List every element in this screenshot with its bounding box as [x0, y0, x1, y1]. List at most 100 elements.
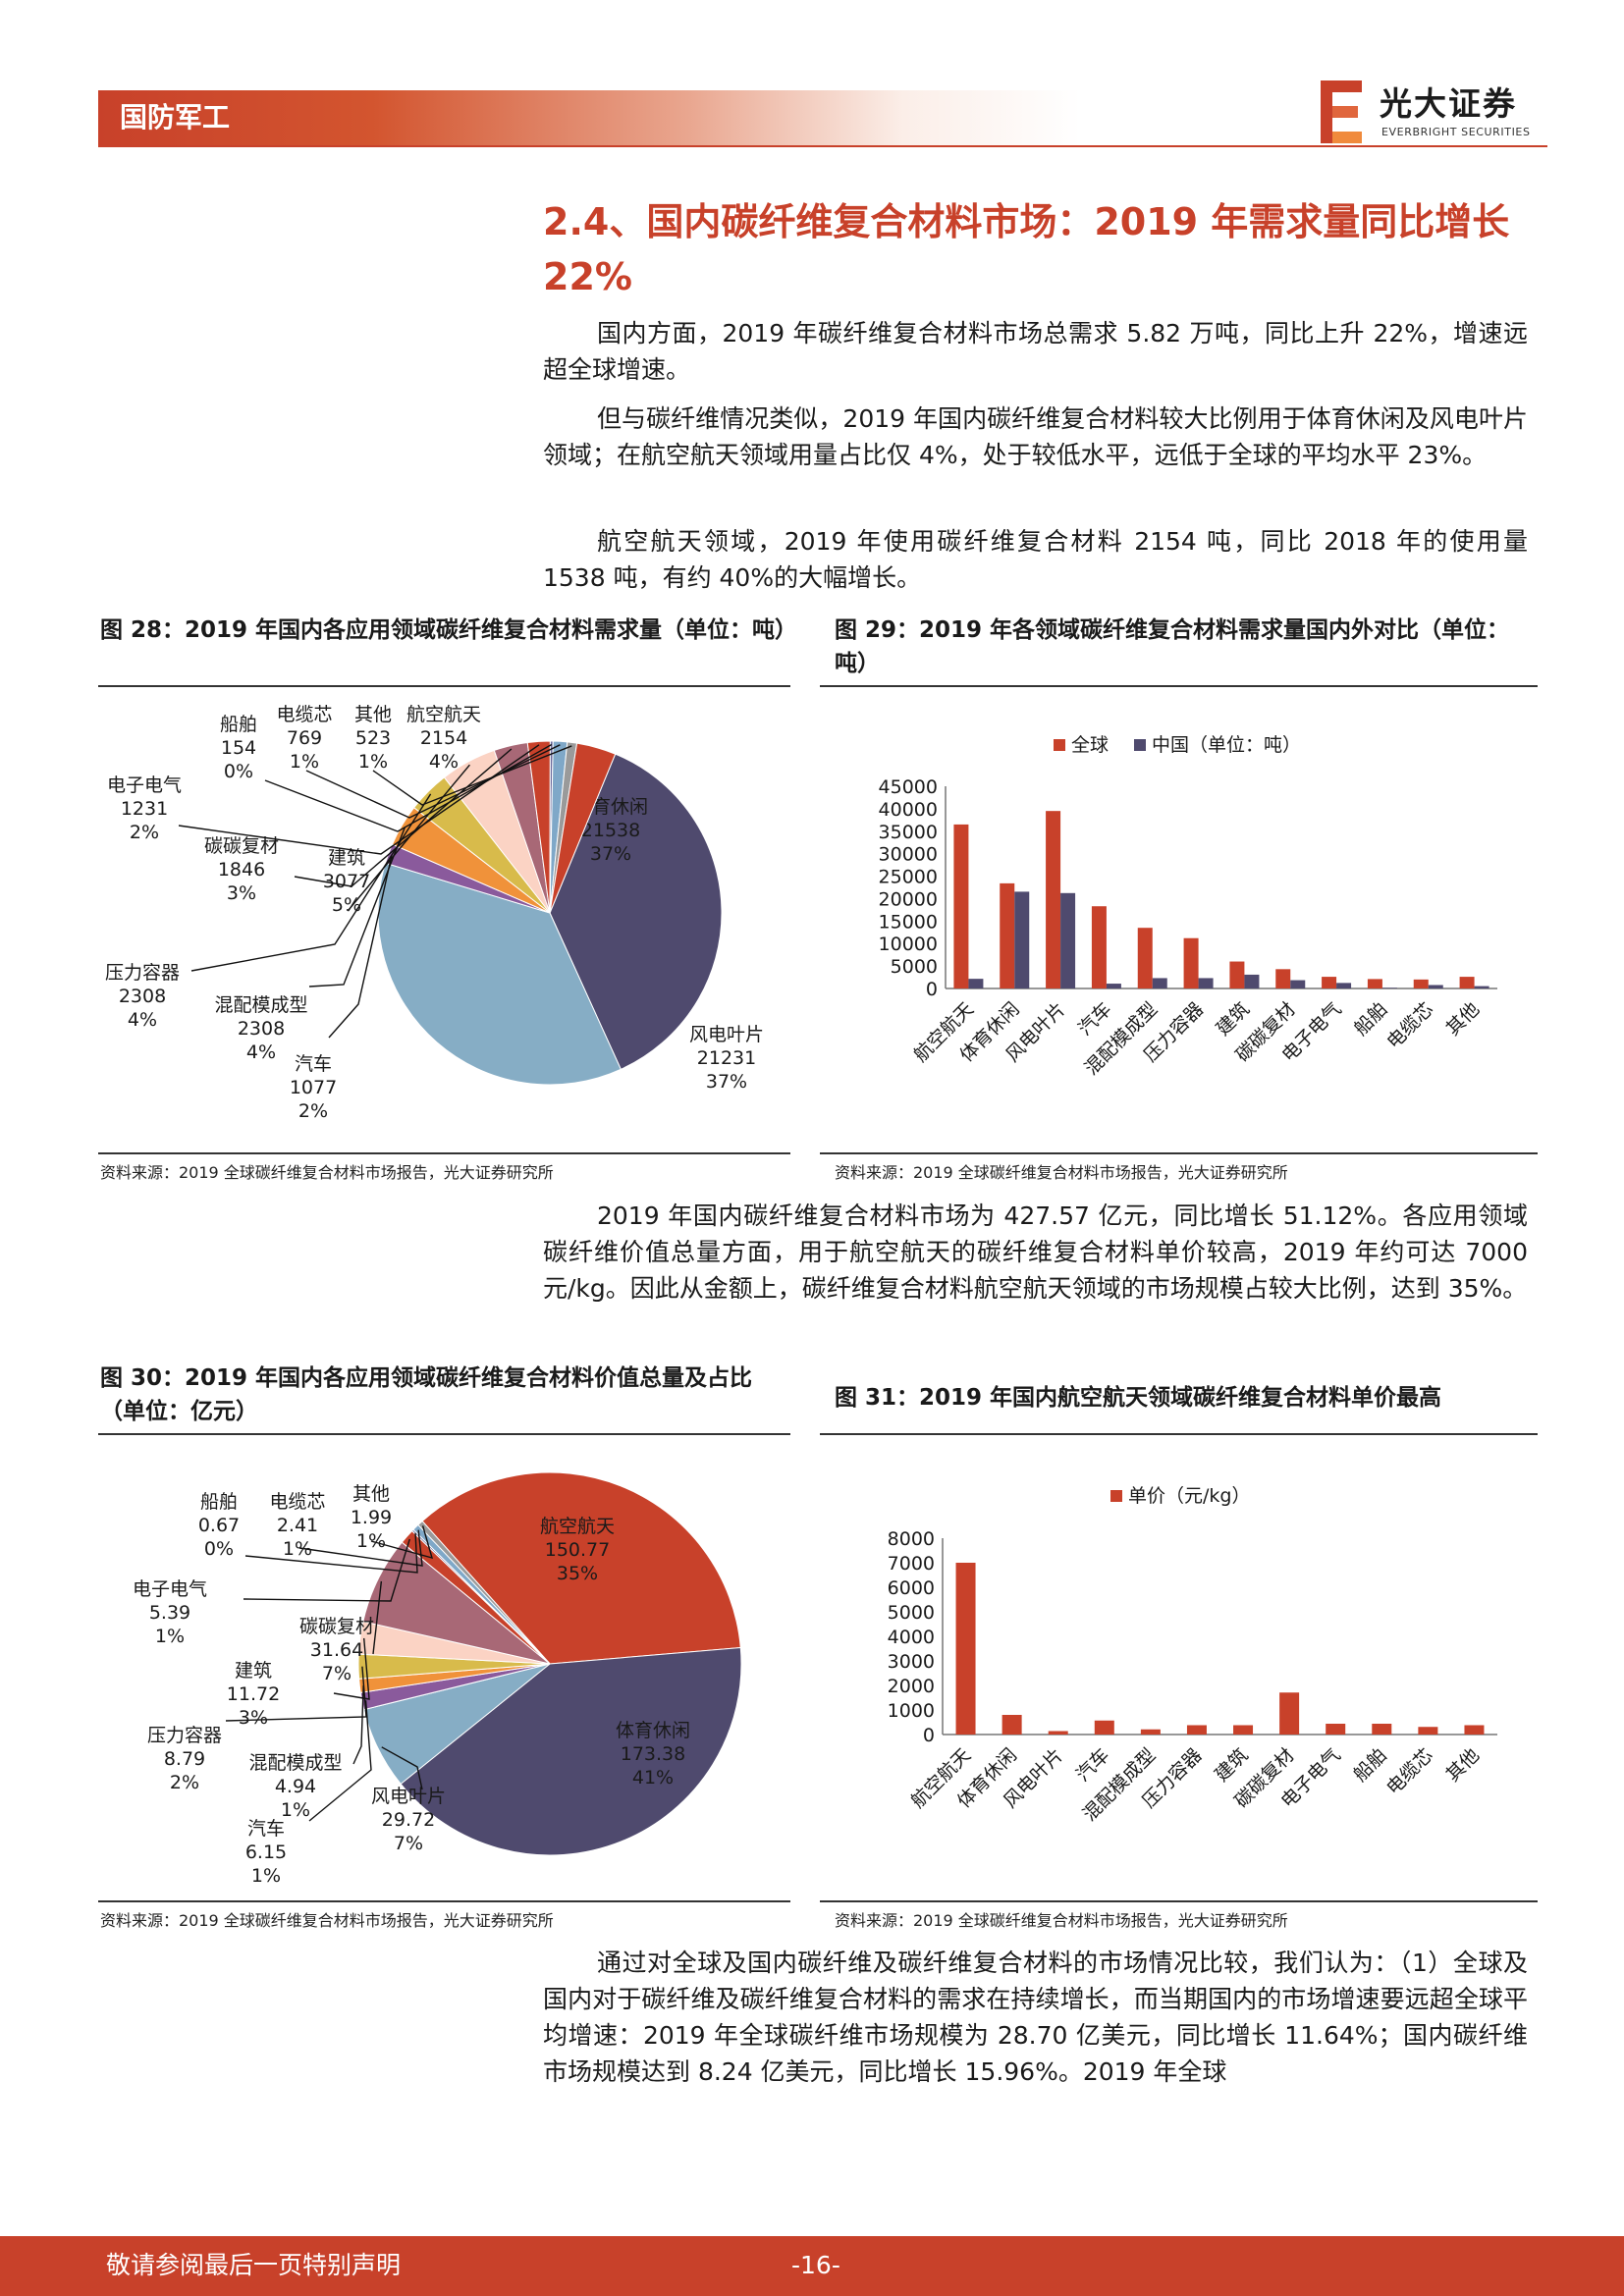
pie-slice [417, 1520, 551, 1665]
pie-label-value: 3077 [323, 871, 370, 892]
pie-label-pct: 1% [290, 751, 319, 773]
leader-line [243, 1538, 410, 1602]
pie-label-value: 523 [355, 727, 391, 749]
x-tick-label: 建筑 [1211, 1744, 1252, 1786]
pie-label-name: 船舶 [220, 714, 257, 735]
pie-label-pct: 37% [706, 1071, 747, 1093]
pie-label-name: 体育休闲 [616, 1720, 690, 1741]
pie-label-name: 航空航天 [406, 704, 481, 725]
pie-label-value: 2308 [238, 1018, 285, 1040]
paragraph: 国内方面，2019 年碳纤维复合材料市场总需求 5.82 万吨，同比上升 22%… [543, 319, 1528, 384]
leader-line [381, 1746, 423, 1790]
bar [1322, 977, 1337, 988]
pie-label-value: 21538 [581, 820, 640, 841]
figure-29-source: 资料来源：2019 全球碳纤维复合材料市场报告，光大证券研究所 [835, 1163, 1288, 1182]
bar [1046, 811, 1061, 988]
leader-line [370, 1525, 434, 1560]
pie-label: 其他1.991% [351, 1483, 392, 1552]
y-tick-label: 40000 [879, 799, 938, 821]
pie-label-value: 0.67 [198, 1515, 240, 1536]
bar [1060, 892, 1076, 988]
y-tick-label: 0 [926, 979, 938, 1000]
pie-label-name: 汽车 [247, 1818, 285, 1840]
legend-label: 全球 [1071, 734, 1109, 756]
pie-slice [421, 1471, 741, 1665]
figure-31-bar-chart: 010002000300040005000600070008000航空航天体育休… [888, 1485, 1497, 1826]
pie-label-pct: 2% [170, 1772, 199, 1793]
bar [1290, 980, 1306, 988]
paragraph: 但与碳纤维情况类似，2019 年国内碳纤维复合材料较大比例用于体育休闲及风电叶片… [543, 404, 1528, 469]
bar [1091, 906, 1107, 988]
y-tick-label: 3000 [888, 1651, 935, 1673]
pie-label-name: 风电叶片 [689, 1024, 764, 1045]
y-tick-label: 7000 [888, 1553, 935, 1575]
pie-label-pct: 7% [394, 1833, 423, 1854]
pie-label-pct: 4% [429, 751, 459, 773]
pie-label-name: 电缆芯 [276, 704, 332, 725]
bar [1106, 984, 1121, 988]
x-tick-label: 船舶 [1350, 998, 1391, 1040]
figure-28-caption: 图 28：2019 年国内各应用领域碳纤维复合材料需求量（单位：吨） [100, 617, 798, 643]
pie-label-name: 碳碳复材 [299, 1616, 374, 1637]
y-tick-label: 2000 [888, 1676, 935, 1697]
pie-label-pct: 3% [227, 882, 256, 904]
bar [1186, 1725, 1207, 1735]
leader-line [244, 1532, 418, 1574]
bar [1326, 1724, 1346, 1735]
pie-label-pct: 37% [590, 843, 631, 865]
x-tick-label: 汽车 [1072, 1744, 1113, 1786]
figure-28-pie-chart: 体育休闲2153837%风电叶片2123137%汽车10772%混配模成型230… [105, 704, 764, 1122]
x-tick-label: 建筑 [1213, 998, 1254, 1040]
figure-rule [820, 1900, 1538, 1902]
figure-31-source: 资料来源：2019 全球碳纤维复合材料市场报告，光大证券研究所 [835, 1911, 1288, 1930]
bar [1418, 1727, 1438, 1735]
pie-label-pct: 5% [332, 894, 361, 916]
pie-label-value: 5.39 [149, 1602, 190, 1624]
leader-line [190, 793, 432, 972]
figure-28-source: 资料来源：2019 全球碳纤维复合材料市场报告，光大证券研究所 [100, 1163, 554, 1182]
bar [1000, 882, 1015, 988]
leader-line [225, 1666, 367, 1722]
bar [1198, 978, 1214, 988]
bar [1001, 1715, 1022, 1735]
pie-label: 汽车6.151% [245, 1818, 287, 1887]
figure-29-caption: 图 29：2019 年各领域碳纤维复合材料需求量国内外对比（单位：吨） [835, 617, 1510, 676]
bar [968, 979, 984, 988]
pie-label-name: 电子电气 [107, 774, 182, 796]
bar [1183, 937, 1199, 988]
y-tick-label: 0 [923, 1725, 935, 1746]
bar [1140, 1729, 1161, 1735]
legend-item: 中国（单位：吨） [1134, 734, 1301, 756]
figure-31-caption: 图 31：2019 年国内航空航天领域碳纤维复合材料单价最高 [835, 1385, 1442, 1411]
bar [1244, 974, 1260, 988]
bar [1459, 977, 1475, 988]
pie-slice [549, 753, 723, 1071]
pie-label-name: 其他 [352, 1483, 390, 1505]
figure-rule [98, 1900, 790, 1902]
pie-label-name: 其他 [354, 704, 392, 725]
pie-label-name: 风电叶片 [371, 1786, 446, 1807]
pie-label-pct: 1% [155, 1626, 185, 1647]
y-tick-label: 5000 [888, 1602, 935, 1624]
y-tick-label: 30000 [879, 844, 938, 866]
pie-label-pct: 1% [356, 1530, 386, 1552]
pie-label-pct: 1% [281, 1799, 310, 1821]
pie-slice [549, 742, 617, 914]
pie-label-value: 11.72 [227, 1683, 280, 1705]
x-tick-label: 船舶 [1349, 1744, 1390, 1786]
x-tick-label: 电缆芯 [1382, 1744, 1437, 1799]
pie-label-value: 1.99 [351, 1507, 392, 1528]
pie-label-name: 混配模成型 [214, 994, 307, 1016]
leader-line [352, 1684, 364, 1765]
pie-label-pct: 1% [251, 1865, 281, 1887]
